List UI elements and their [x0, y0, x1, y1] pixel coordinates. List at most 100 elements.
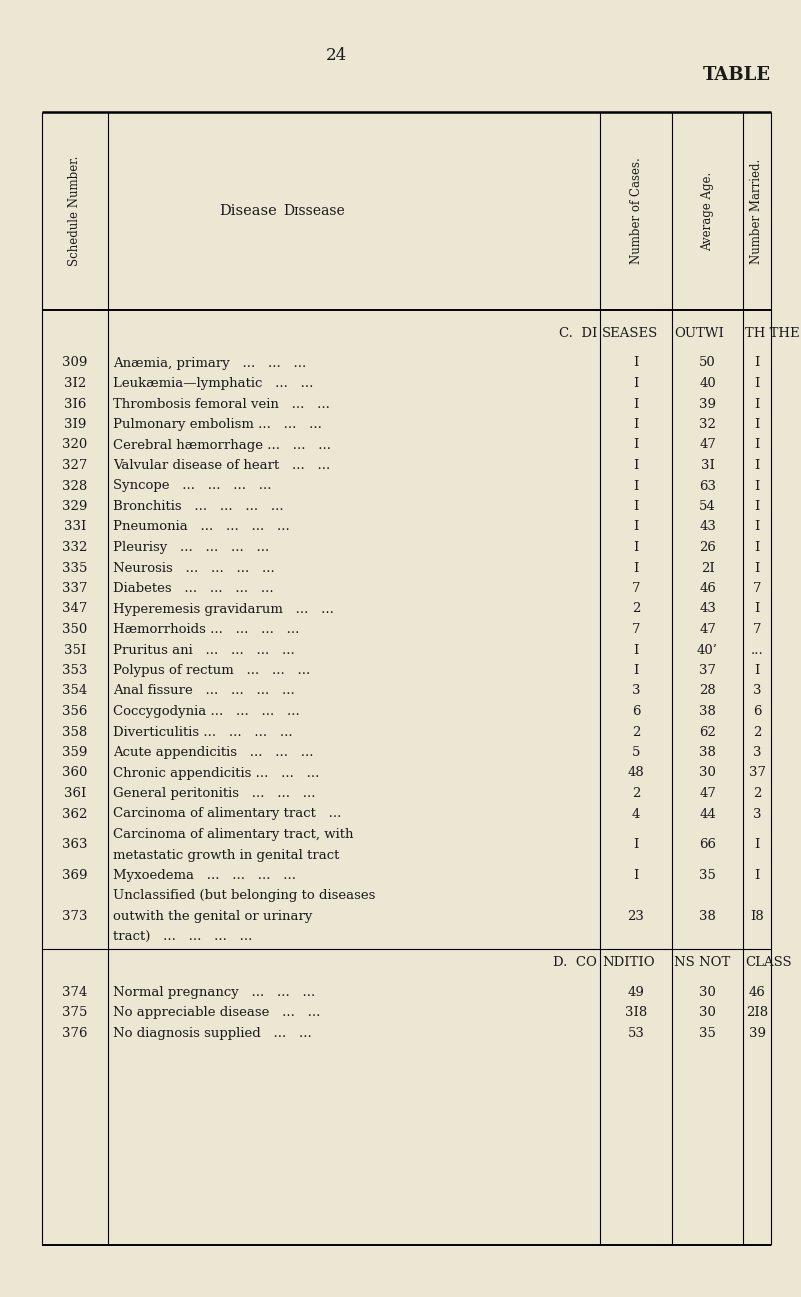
- Text: 3: 3: [753, 746, 761, 759]
- Text: CLASS: CLASS: [745, 956, 791, 969]
- Text: 2: 2: [753, 725, 761, 738]
- Text: 47: 47: [699, 787, 716, 800]
- Text: Valvular disease of heart   ...   ...: Valvular disease of heart ... ...: [113, 459, 330, 472]
- Text: 46: 46: [699, 582, 716, 595]
- Text: 50: 50: [699, 357, 716, 370]
- Text: I: I: [755, 480, 759, 493]
- Text: Pleurisy   ...   ...   ...   ...: Pleurisy ... ... ... ...: [113, 541, 269, 554]
- Text: 44: 44: [699, 808, 716, 821]
- Text: I: I: [755, 397, 759, 410]
- Text: I: I: [634, 377, 638, 390]
- Text: 28: 28: [699, 685, 716, 698]
- Text: 320: 320: [62, 438, 87, 451]
- Text: Number Married.: Number Married.: [751, 158, 763, 263]
- Text: 3: 3: [632, 685, 640, 698]
- Text: No appreciable disease   ...   ...: No appreciable disease ... ...: [113, 1006, 320, 1019]
- Text: Acute appendicitis   ...   ...   ...: Acute appendicitis ... ... ...: [113, 746, 313, 759]
- Text: 24: 24: [326, 47, 347, 64]
- Text: Pruritus ani   ...   ...   ...   ...: Pruritus ani ... ... ... ...: [113, 643, 295, 656]
- Text: 3: 3: [753, 685, 761, 698]
- Text: I: I: [634, 869, 638, 882]
- Text: 7: 7: [632, 623, 640, 636]
- Text: Neurosis   ...   ...   ...   ...: Neurosis ... ... ... ...: [113, 562, 275, 575]
- Text: outwith the genital or urinary: outwith the genital or urinary: [113, 910, 312, 923]
- Text: I: I: [755, 501, 759, 514]
- Text: 43: 43: [699, 520, 716, 533]
- Text: OUTWI: OUTWI: [674, 327, 724, 340]
- Text: I: I: [634, 838, 638, 851]
- Text: C.  DI: C. DI: [558, 327, 597, 340]
- Text: Cerebral hæmorrhage ...   ...   ...: Cerebral hæmorrhage ... ... ...: [113, 438, 331, 451]
- Text: Pneumonia   ...   ...   ...   ...: Pneumonia ... ... ... ...: [113, 520, 290, 533]
- Text: Carcinoma of alimentary tract, with: Carcinoma of alimentary tract, with: [113, 827, 353, 840]
- Text: I: I: [634, 562, 638, 575]
- Text: metastatic growth in genital tract: metastatic growth in genital tract: [113, 848, 340, 861]
- Text: General peritonitis   ...   ...   ...: General peritonitis ... ... ...: [113, 787, 316, 800]
- Text: 38: 38: [699, 706, 716, 719]
- Text: I: I: [634, 357, 638, 370]
- Text: 309: 309: [62, 357, 87, 370]
- Text: 30: 30: [699, 986, 716, 999]
- Text: 356: 356: [62, 706, 87, 719]
- Text: Pulmonary embolism ...   ...   ...: Pulmonary embolism ... ... ...: [113, 418, 322, 431]
- Text: TABLE: TABLE: [703, 66, 771, 84]
- Text: Disease: Disease: [219, 204, 277, 218]
- Text: I: I: [755, 438, 759, 451]
- Text: I: I: [755, 603, 759, 616]
- Text: Hyperemesis gravidarum   ...   ...: Hyperemesis gravidarum ... ...: [113, 603, 334, 616]
- Text: 38: 38: [699, 746, 716, 759]
- Text: 354: 354: [62, 685, 87, 698]
- Text: Dɪssease: Dɪssease: [283, 204, 345, 218]
- Text: 39: 39: [748, 1027, 766, 1040]
- Text: 3I9: 3I9: [64, 418, 87, 431]
- Text: 360: 360: [62, 767, 87, 779]
- Text: 39: 39: [699, 397, 716, 410]
- Text: I: I: [634, 520, 638, 533]
- Text: Coccygodynia ...   ...   ...   ...: Coccygodynia ... ... ... ...: [113, 706, 300, 719]
- Text: 32: 32: [699, 418, 716, 431]
- Text: Syncope   ...   ...   ...   ...: Syncope ... ... ... ...: [113, 480, 272, 493]
- Text: 335: 335: [62, 562, 87, 575]
- Text: 2: 2: [632, 603, 640, 616]
- Text: 375: 375: [62, 1006, 87, 1019]
- Text: Myxoedema   ...   ...   ...   ...: Myxoedema ... ... ... ...: [113, 869, 296, 882]
- Text: 46: 46: [749, 986, 766, 999]
- Text: NS NOT: NS NOT: [674, 956, 731, 969]
- Text: I: I: [755, 357, 759, 370]
- Text: 3I8: 3I8: [625, 1006, 647, 1019]
- Text: I: I: [634, 418, 638, 431]
- Text: I: I: [755, 838, 759, 851]
- Text: I: I: [755, 541, 759, 554]
- Text: 358: 358: [62, 725, 87, 738]
- Text: D.  CO: D. CO: [553, 956, 597, 969]
- Text: 37: 37: [699, 664, 716, 677]
- Text: 35: 35: [699, 869, 716, 882]
- Text: 363: 363: [62, 838, 88, 851]
- Text: Normal pregnancy   ...   ...   ...: Normal pregnancy ... ... ...: [113, 986, 316, 999]
- Text: 47: 47: [699, 623, 716, 636]
- Text: 2I8: 2I8: [746, 1006, 768, 1019]
- Text: 3I: 3I: [701, 459, 714, 472]
- Text: ...: ...: [751, 643, 763, 656]
- Text: No diagnosis supplied   ...   ...: No diagnosis supplied ... ...: [113, 1027, 312, 1040]
- Text: Unclassified (but belonging to diseases: Unclassified (but belonging to diseases: [113, 890, 376, 903]
- Text: I: I: [634, 459, 638, 472]
- Text: I: I: [755, 562, 759, 575]
- Text: 362: 362: [62, 808, 87, 821]
- Text: 7: 7: [753, 623, 761, 636]
- Text: 332: 332: [62, 541, 87, 554]
- Text: 376: 376: [62, 1027, 88, 1040]
- Text: I: I: [755, 377, 759, 390]
- Text: 3: 3: [753, 808, 761, 821]
- Text: 353: 353: [62, 664, 87, 677]
- Text: 337: 337: [62, 582, 88, 595]
- Text: 36I: 36I: [64, 787, 87, 800]
- Text: 33I: 33I: [64, 520, 87, 533]
- Text: 5: 5: [632, 746, 640, 759]
- Text: 2: 2: [632, 725, 640, 738]
- Text: 62: 62: [699, 725, 716, 738]
- Text: I: I: [634, 541, 638, 554]
- Text: I8: I8: [750, 910, 764, 923]
- Text: 54: 54: [699, 501, 716, 514]
- Text: 6: 6: [632, 706, 640, 719]
